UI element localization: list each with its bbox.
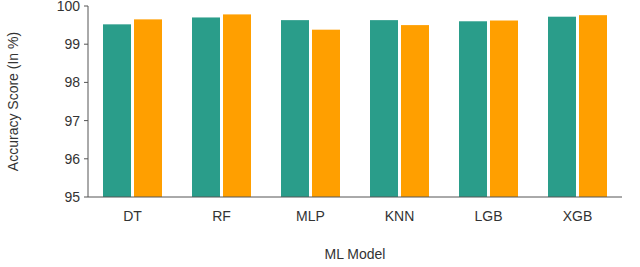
bar (192, 17, 220, 197)
x-tick-label: LGB (474, 208, 502, 224)
bar (281, 20, 309, 197)
bar (134, 19, 162, 197)
bar (103, 24, 131, 197)
bar (370, 20, 398, 197)
x-axis-label: ML Model (325, 246, 386, 262)
chart: 95 96 97 98 99 100 DT RF MLP KNN LGB XGB ML Model Acc… (0, 0, 640, 267)
y-tick (84, 44, 88, 45)
bar (223, 14, 251, 197)
y-tick (84, 6, 88, 7)
x-axis-line (88, 197, 622, 198)
y-tick (84, 197, 88, 198)
y-tick-label: 95 (64, 189, 80, 205)
x-tick-label: XGB (563, 208, 593, 224)
bar (579, 15, 607, 197)
y-tick (84, 158, 88, 159)
bar (312, 30, 340, 197)
bars (103, 14, 607, 197)
x-tick-label: MLP (296, 208, 325, 224)
y-tick-label: 98 (64, 74, 80, 90)
bar (490, 21, 518, 197)
y-tick (84, 120, 88, 121)
y-tick-label: 99 (64, 36, 80, 52)
bar (548, 17, 576, 197)
x-tick-label: KNN (385, 208, 415, 224)
x-tick-label: RF (212, 208, 231, 224)
bar (401, 25, 429, 197)
y-tick (84, 82, 88, 83)
y-axis-label: Accuracy Score (In %) (5, 32, 21, 171)
x-tick-label: DT (123, 208, 142, 224)
y-tick-label: 97 (64, 113, 80, 129)
y-tick-label: 100 (57, 0, 81, 14)
y-axis-line (88, 6, 89, 197)
bar (459, 21, 487, 197)
y-tick-label: 96 (64, 151, 80, 167)
